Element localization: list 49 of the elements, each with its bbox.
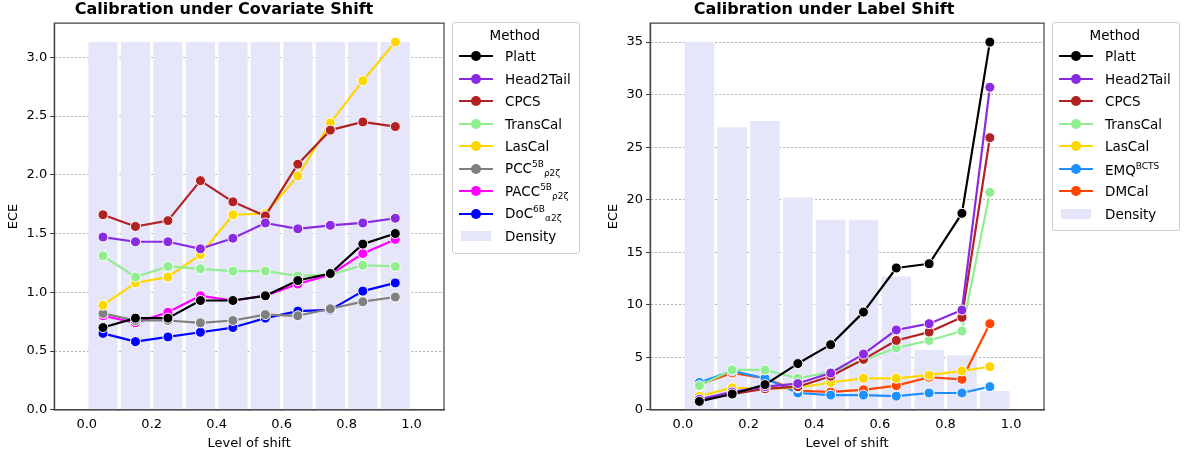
y-tick-label: 2.5 bbox=[26, 107, 48, 123]
x-tick-label: 0.6 bbox=[271, 415, 292, 431]
x-tick-label: 0.0 bbox=[76, 415, 98, 431]
legend-label: Head2Tail bbox=[1105, 70, 1171, 87]
chart-title: Calibration under Covariate Shift bbox=[74, 0, 374, 18]
legend-label: Head2Tail bbox=[505, 70, 571, 87]
legend-label: CPCS bbox=[1105, 93, 1141, 110]
legend-label: Density bbox=[1105, 205, 1157, 222]
legend-label: Density bbox=[505, 228, 557, 245]
y-tick-label: 25 bbox=[626, 138, 644, 154]
x-axis-title: Level of shift bbox=[805, 434, 889, 450]
y-axis-title: ECE bbox=[5, 203, 21, 230]
x-tick-label: 0.2 bbox=[141, 415, 163, 431]
x-tick-label: 0.2 bbox=[738, 415, 759, 431]
legend-title: Method bbox=[488, 27, 542, 43]
y-tick-label: 1.5 bbox=[26, 224, 48, 240]
y-tick-label: 15 bbox=[626, 243, 644, 259]
x-tick-label: 0.0 bbox=[672, 415, 694, 431]
x-tick-label: 0.4 bbox=[206, 415, 227, 431]
legend-label: LasCal bbox=[505, 138, 550, 155]
y-axis-title: ECE bbox=[605, 203, 621, 230]
y-tick-label: 0.5 bbox=[26, 342, 48, 358]
legend-label: DMCal bbox=[1105, 183, 1149, 200]
x-tick-label: 1.0 bbox=[1000, 415, 1022, 431]
legend-label: TransCal bbox=[1105, 115, 1163, 132]
legend-label: CPCS bbox=[505, 93, 541, 110]
x-tick-label: 1.0 bbox=[401, 415, 422, 431]
x-tick-label: 0.6 bbox=[869, 415, 891, 431]
y-tick-label: 10 bbox=[626, 296, 644, 312]
y-tick-label: 5 bbox=[634, 348, 644, 364]
legend-label: Platt bbox=[505, 48, 536, 65]
legend-label: LasCal bbox=[1105, 138, 1150, 155]
y-tick-label: 0.0 bbox=[26, 401, 48, 417]
x-axis-title: Level of shift bbox=[207, 434, 291, 450]
x-tick-label: 0.8 bbox=[935, 415, 956, 431]
legend-label: Platt bbox=[1105, 48, 1136, 65]
y-tick-label: 2.0 bbox=[26, 166, 48, 182]
y-tick-label: 1.0 bbox=[26, 283, 48, 299]
legend-label: TransCal bbox=[505, 115, 563, 132]
y-tick-label: 0 bbox=[634, 401, 644, 417]
legend-title: Method bbox=[1088, 27, 1142, 43]
y-tick-label: 3.0 bbox=[26, 48, 48, 64]
legend-label: EMQ$^{BCTS}$ bbox=[1105, 160, 1160, 177]
chart-title: Calibration under Label Shift bbox=[693, 0, 955, 18]
y-tick-label: 35 bbox=[626, 33, 644, 49]
y-tick-label: 20 bbox=[626, 191, 644, 207]
y-tick-label: 30 bbox=[626, 86, 644, 102]
x-tick-label: 0.4 bbox=[803, 415, 825, 431]
x-tick-label: 0.8 bbox=[336, 415, 357, 431]
